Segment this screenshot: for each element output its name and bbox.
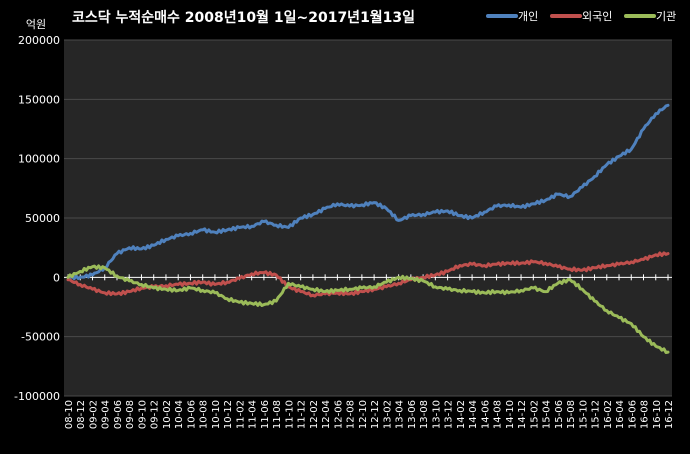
x-tick-label: 10-04: [174, 400, 185, 429]
x-tick-label: 09-02: [88, 400, 99, 429]
x-tick-label: 16-10: [652, 400, 663, 429]
y-tick-label: 0: [53, 271, 60, 284]
x-tick-label: 12-08: [346, 400, 357, 429]
x-tick-label: 12-06: [333, 400, 344, 429]
y-axis-ticks: 200000 150000 100000 50000 0 -50000 -100000: [14, 34, 60, 403]
x-tick-label: 16-04: [615, 400, 626, 429]
x-tick-label: 13-08: [419, 400, 430, 429]
series-line-1: [66, 103, 670, 281]
x-tick-label: 10-06: [186, 400, 197, 429]
x-tick-label: 14-06: [480, 400, 491, 429]
x-tick-label: 14-02: [456, 400, 467, 429]
x-tick-label: 12-02: [309, 400, 320, 429]
x-tick-label: 10-12: [223, 400, 234, 429]
y-tick-label: 50000: [25, 212, 60, 225]
x-axis-ticks: 08-10 08-12 09-02 09-04 09-06 09-08 09-10 09-12…: [64, 400, 675, 429]
y-tick-label: 200000: [18, 34, 60, 47]
x-tick-label: 16-08: [640, 400, 651, 429]
gridlines: [64, 39, 672, 397]
x-tick-label: 10-08: [199, 400, 210, 429]
x-tick-label: 09-06: [113, 400, 124, 429]
x-tick-label: 14-04: [468, 400, 479, 429]
x-tick-label: 14-10: [505, 400, 516, 429]
x-tick-label: 08-10: [64, 400, 75, 429]
y-tick-label: 100000: [18, 153, 60, 166]
x-tick-label: 15-02: [529, 400, 540, 429]
x-tick-label: 11-12: [297, 400, 308, 429]
y-tick-label: -100000: [14, 390, 60, 403]
x-tick-label: 16-06: [627, 400, 638, 429]
legend-label: 기관: [656, 10, 676, 23]
x-tick-label: 15-12: [591, 400, 602, 429]
x-tick-label: 10-10: [211, 400, 222, 429]
x-tick-label: 09-12: [150, 400, 161, 429]
x-tick-label: 10-02: [162, 400, 173, 429]
x-tick-label: 09-04: [101, 400, 112, 429]
x-tick-label: 13-04: [395, 400, 406, 429]
series-line-3: [66, 264, 670, 354]
x-tick-label: 16-12: [664, 400, 675, 429]
x-tick-label: 11-02: [235, 400, 246, 429]
x-tick-label: 15-08: [566, 400, 577, 429]
x-tick-label: 14-08: [493, 400, 504, 429]
y-tick-label: -50000: [21, 331, 60, 344]
series-group: [66, 103, 670, 354]
y-tick-label: 150000: [18, 93, 60, 106]
y-axis-label: 억원: [26, 18, 46, 31]
legend-label: 외국인: [582, 10, 612, 23]
x-tick-label: 14-12: [517, 400, 528, 429]
x-tick-label: 15-06: [554, 400, 565, 429]
x-tick-label: 09-08: [125, 400, 136, 429]
x-tick-label: 11-08: [272, 400, 283, 429]
legend-label: 개인: [518, 10, 538, 23]
x-tick-label: 13-06: [407, 400, 418, 429]
x-tick-label: 13-12: [444, 400, 455, 429]
x-tick-label: 13-02: [382, 400, 393, 429]
x-tick-label: 13-10: [431, 400, 442, 429]
x-tick-label: 15-04: [542, 400, 553, 429]
x-tick-label: 09-10: [137, 400, 148, 429]
x-tick-label: 11-10: [284, 400, 295, 429]
x-tick-label: 15-10: [578, 400, 589, 429]
x-tick-label: 11-06: [260, 400, 271, 429]
legend: 개인 외국인 기관: [486, 10, 676, 23]
series-line-2: [66, 251, 670, 298]
x-tick-label: 16-02: [603, 400, 614, 429]
x-tick-label: 12-12: [370, 400, 381, 429]
chart-title: 코스닥 누적순매수 2008년10월 1일~2017년1월13일: [72, 9, 415, 26]
x-tick-label: 12-04: [321, 400, 332, 429]
x-tick-label: 08-12: [76, 400, 87, 429]
x-tick-label: 11-04: [248, 400, 259, 429]
x-tick-label: 12-10: [358, 400, 369, 429]
